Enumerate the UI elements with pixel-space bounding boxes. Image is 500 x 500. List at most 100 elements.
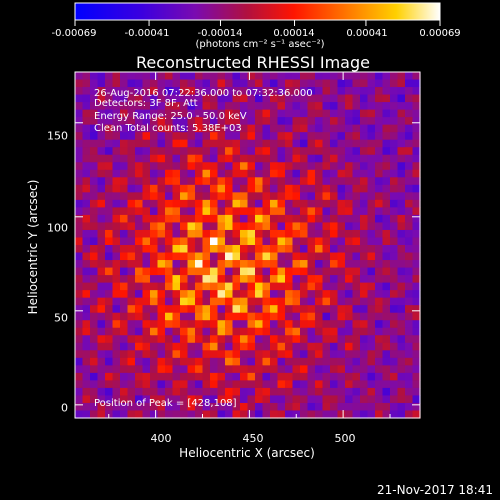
heatmap-cell: [285, 357, 294, 366]
heatmap-cell: [82, 342, 91, 351]
heatmap-cell: [262, 387, 271, 397]
heatmap-cell: [262, 402, 271, 412]
heatmap-cell: [307, 169, 316, 178]
heatmap-cell: [232, 229, 241, 239]
heatmap-cell: [202, 207, 211, 216]
heatmap-cell: [120, 199, 129, 208]
heatmap-cell: [105, 290, 114, 299]
heatmap-cell: [352, 139, 361, 148]
heatmap-cell: [105, 169, 114, 178]
heatmap-cell: [210, 402, 219, 412]
heatmap-cell: [397, 290, 406, 299]
heatmap-cell: [270, 357, 279, 366]
heatmap-cell: [405, 342, 414, 351]
heatmap-cell: [90, 312, 99, 321]
heatmap-cell: [150, 365, 159, 374]
heatmap-cell: [112, 192, 121, 201]
heatmap-cell: [240, 357, 249, 366]
heatmap-cell: [180, 335, 189, 344]
heatmap-cell: [135, 320, 144, 329]
heatmap-cell: [97, 222, 106, 231]
heatmap-cell: [412, 87, 421, 96]
heatmap-cell: [247, 275, 256, 284]
heatmap-cell: [322, 402, 331, 412]
heatmap-cell: [345, 139, 354, 148]
heatmap-cell: [120, 260, 129, 269]
heatmap-cell: [337, 214, 346, 224]
heatmap-cell: [397, 312, 406, 321]
heatmap-cell: [322, 350, 331, 359]
heatmap-cell: [397, 350, 406, 359]
heatmap-cell: [360, 237, 369, 246]
heatmap-cell: [210, 192, 219, 201]
heatmap-cell: [172, 365, 181, 374]
heatmap-cell: [277, 387, 286, 397]
heatmap-cell: [352, 207, 361, 216]
heatmap-cell: [292, 305, 301, 314]
heatmap-cell: [255, 245, 264, 254]
heatmap-cell: [330, 72, 339, 81]
heatmap-cell: [225, 282, 234, 291]
heatmap-cell: [112, 267, 121, 276]
heatmap-cell: [150, 252, 159, 261]
heatmap-cell: [202, 282, 211, 291]
heatmap-cell: [262, 237, 271, 246]
heatmap-cell: [210, 365, 219, 374]
plot-timestamp: 21-Nov-2017 18:41: [377, 483, 493, 497]
heatmap-cell: [142, 147, 151, 156]
heatmap-cell: [135, 184, 144, 193]
heatmap-cell: [195, 380, 204, 389]
heatmap-cell: [270, 342, 279, 351]
heatmap-cell: [300, 199, 309, 208]
heatmap-cell: [315, 297, 324, 306]
heatmap-cell: [285, 365, 294, 374]
heatmap-cell: [127, 102, 136, 111]
heatmap-cell: [382, 275, 391, 284]
heatmap-cell: [97, 335, 106, 344]
heatmap-cell: [82, 290, 91, 299]
heatmap-cell: [397, 102, 406, 111]
heatmap-cell: [375, 72, 384, 81]
heatmap-cell: [232, 357, 241, 366]
heatmap-cell: [255, 147, 264, 156]
heatmap-cell: [330, 132, 339, 141]
heatmap-cell: [135, 132, 144, 141]
heatmap-cell: [172, 297, 181, 306]
heatmap-cell: [112, 387, 121, 397]
heatmap-cell: [157, 282, 166, 291]
heatmap-cell: [232, 222, 241, 231]
heatmap-cell: [165, 147, 174, 156]
heatmap-cell: [382, 327, 391, 336]
heatmap-cell: [105, 117, 114, 126]
heatmap-cell: [307, 372, 316, 381]
heatmap-cell: [75, 350, 84, 359]
heatmap-cell: [292, 252, 301, 261]
heatmap-cell: [270, 207, 279, 216]
heatmap-cell: [367, 169, 376, 178]
heatmap-cell: [300, 229, 309, 239]
heatmap-cell: [225, 199, 234, 208]
heatmap-cell: [157, 177, 166, 186]
heatmap-cell: [82, 222, 91, 231]
heatmap-cell: [240, 267, 249, 276]
heatmap-cell: [375, 79, 384, 88]
heatmap-cell: [345, 380, 354, 389]
heatmap-cell: [82, 117, 91, 126]
heatmap-cell: [285, 402, 294, 412]
heatmap-cell: [90, 282, 99, 291]
heatmap-cell: [352, 245, 361, 254]
heatmap-cell: [397, 207, 406, 216]
heatmap-cell: [195, 169, 204, 178]
heatmap-cell: [157, 79, 166, 88]
heatmap-cell: [360, 222, 369, 231]
heatmap-cell: [382, 79, 391, 88]
heatmap-cell: [337, 410, 346, 419]
heatmap-cell: [405, 72, 414, 81]
heatmap-cell: [262, 72, 271, 81]
heatmap-cell: [247, 372, 256, 381]
heatmap-cell: [112, 79, 121, 88]
heatmap-cell: [307, 305, 316, 314]
heatmap-cell: [300, 380, 309, 389]
heatmap-cell: [210, 154, 219, 163]
heatmap-cell: [210, 282, 219, 291]
